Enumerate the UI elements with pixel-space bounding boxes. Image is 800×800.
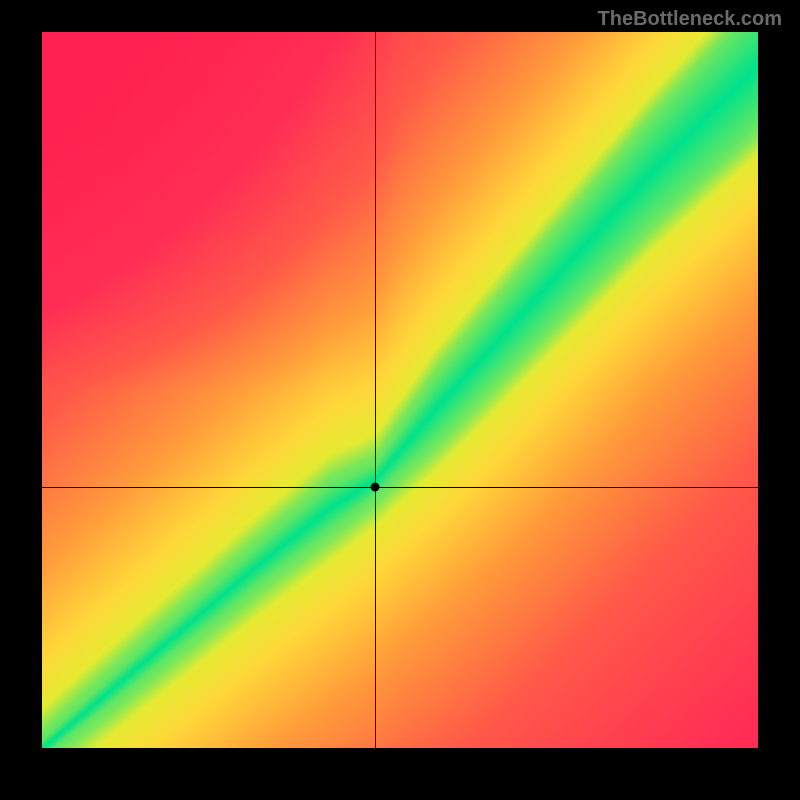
data-point-marker — [370, 482, 379, 491]
watermark-text: TheBottleneck.com — [598, 8, 782, 31]
crosshair-horizontal — [42, 487, 758, 488]
heatmap-canvas — [42, 32, 758, 748]
crosshair-vertical — [375, 32, 376, 748]
plot-area — [42, 32, 758, 748]
